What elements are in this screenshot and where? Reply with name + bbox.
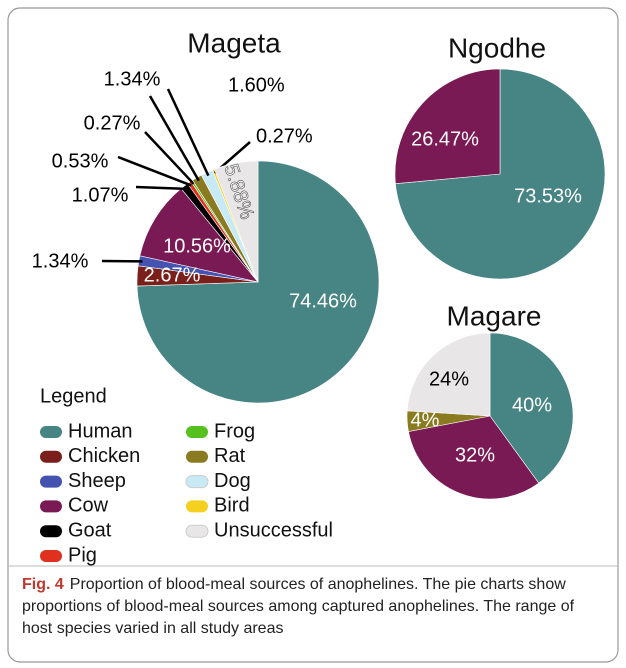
value-label: 4% xyxy=(411,409,440,431)
value-label: 0.27% xyxy=(256,125,313,147)
pie-slice xyxy=(408,415,540,500)
value-label: 0.27% xyxy=(84,112,141,134)
legend-swatch xyxy=(185,475,209,489)
value-label: 26.47% xyxy=(411,128,479,150)
pie-title: Mageta xyxy=(187,27,281,58)
legend-swatch xyxy=(40,525,62,538)
value-label: 0.53% xyxy=(52,150,109,172)
value-label: 32% xyxy=(455,444,495,466)
caption-text: Proportion of blood-meal sources of anop… xyxy=(22,576,575,637)
value-label: 24% xyxy=(429,368,469,390)
pie-slice xyxy=(213,160,259,283)
legend-label: Goat xyxy=(68,519,112,541)
legend-label: Unsuccessful xyxy=(214,519,333,541)
caption: Fig. 4 Proportion of blood-meal sources o… xyxy=(22,574,602,640)
legend-label: Sheep xyxy=(68,470,126,492)
legend-swatch xyxy=(40,500,62,513)
legend-swatch xyxy=(40,426,62,438)
legend-label: Pig xyxy=(68,544,97,566)
value-label: 1.07% xyxy=(72,184,129,206)
leader-line xyxy=(144,131,195,185)
value-label: 10.56% xyxy=(163,235,231,257)
pie-slice xyxy=(406,332,491,417)
legend-swatch xyxy=(40,550,62,562)
legend-label: Frog xyxy=(214,420,255,442)
value-label: 73.53% xyxy=(514,185,582,207)
legend-title: Legend xyxy=(40,385,107,407)
frame xyxy=(7,7,619,663)
value-label: 1.34% xyxy=(104,68,161,90)
pie-slice xyxy=(394,68,501,185)
legend-swatch xyxy=(186,450,208,463)
legend-label: Cow xyxy=(68,495,109,517)
legend-label: Rat xyxy=(214,445,246,467)
legend-swatch xyxy=(40,450,62,463)
value-label: 1.60% xyxy=(228,74,285,96)
legend-label: Chicken xyxy=(68,445,140,467)
legend-label: Human xyxy=(68,420,132,442)
value-label: 74.46% xyxy=(289,290,357,312)
leader-line xyxy=(135,185,187,191)
leader-line xyxy=(166,88,210,177)
value-label: 40% xyxy=(512,394,552,416)
value-label: 2.67% xyxy=(144,264,201,286)
legend-label: Dog xyxy=(214,470,251,492)
leader-line xyxy=(148,95,200,182)
legend-swatch xyxy=(40,475,62,488)
legend-swatch xyxy=(185,524,209,538)
pie-title: Ngodhe xyxy=(448,32,546,63)
legend-label: Bird xyxy=(214,495,250,517)
pie-title: Magare xyxy=(447,300,542,331)
leader-line xyxy=(117,155,192,187)
legend-swatch xyxy=(186,426,208,438)
legend-swatch xyxy=(186,500,208,513)
value-label: 1.34% xyxy=(32,250,89,272)
pie-slice xyxy=(489,332,574,484)
caption-label: Fig. 4 xyxy=(22,576,64,593)
